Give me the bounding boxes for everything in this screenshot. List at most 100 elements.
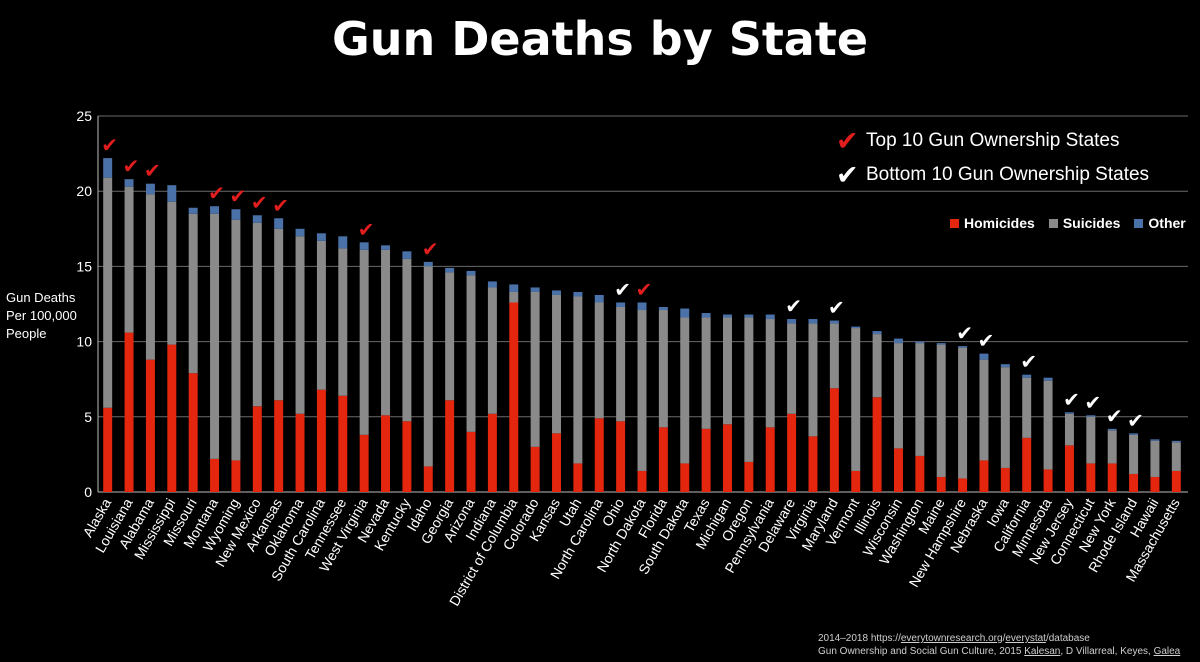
y-tick-label-25: 25 <box>76 108 92 124</box>
bar-other-vermont <box>851 326 861 329</box>
bar-suicides-kansas <box>552 294 561 434</box>
bar-homicides-washington <box>915 455 925 492</box>
bar-other-virginia <box>808 319 818 324</box>
source-author-kalesan: Kalesan <box>1024 646 1061 657</box>
bar-suicides-virginia <box>808 323 818 437</box>
bar-suicides-alaska <box>103 177 113 408</box>
legend-bottom10-ownership: ✔ Bottom 10 Gun Ownership States <box>836 158 1149 192</box>
bar-other-south-dakota <box>680 308 690 318</box>
bar-other-washington <box>915 341 925 344</box>
bar-suicides-nevada <box>381 249 391 416</box>
bar-suicides-north-dakota <box>637 310 647 471</box>
bar-homicides-maine <box>936 476 946 492</box>
bar-homicides-arizona <box>466 431 476 492</box>
bar-other-north-carolina <box>594 294 604 303</box>
bar-other-rhode-island <box>1129 433 1139 435</box>
bar-homicides-missouri <box>188 373 198 492</box>
check-mark-connecticut: ✔ <box>1084 390 1101 414</box>
bar-homicides-ohio <box>616 421 626 492</box>
bar-other-connecticut <box>1086 415 1096 417</box>
bar-other-florida <box>658 307 668 311</box>
check-mark-alaska: ✔ <box>101 133 118 157</box>
bar-homicides-vermont <box>851 470 861 492</box>
bar-homicides-south-dakota <box>680 463 690 492</box>
source-citation: 2014–2018 https://everytownresearch.org/… <box>818 632 1180 658</box>
bar-other-arizona <box>466 270 476 276</box>
bar-other-kansas <box>552 290 561 295</box>
bar-homicides-hawaii <box>1150 476 1160 492</box>
source-paper-title: Gun Ownership and Social Gun Culture, 20… <box>818 646 1025 657</box>
bar-homicides-north-dakota <box>637 470 647 492</box>
bar-homicides-alaska <box>103 407 113 492</box>
y-tick-label-10: 10 <box>76 334 92 350</box>
bar-suicides-ohio <box>616 307 626 422</box>
source-line-1: 2014–2018 https://everytownresearch.org/… <box>818 632 1180 645</box>
check-mark-louisiana: ✔ <box>123 154 140 178</box>
bar-homicides-new-york <box>1107 463 1117 492</box>
bar-other-maine <box>936 343 946 345</box>
bar-other-utah <box>573 291 583 297</box>
bar-suicides-district-of-columbia <box>509 291 519 303</box>
bar-homicides-indiana <box>487 413 497 492</box>
bar-suicides-florida <box>658 310 668 428</box>
bar-homicides-montana <box>210 458 220 492</box>
bar-suicides-new-mexico <box>252 222 262 407</box>
series-legend: Homicides Suicides Other <box>950 215 1186 231</box>
bar-suicides-iowa <box>1000 367 1010 468</box>
bar-suicides-new-hampshire <box>958 347 968 479</box>
bar-homicides-nebraska <box>979 460 989 492</box>
bar-other-hawaii <box>1150 439 1160 441</box>
white-check-icon: ✔ <box>836 159 859 190</box>
bar-other-ohio <box>616 302 626 308</box>
bar-suicides-massachusetts <box>1171 442 1181 471</box>
bar-other-new-jersey <box>1064 412 1074 414</box>
bar-homicides-texas <box>701 428 711 492</box>
bar-suicides-arkansas <box>274 228 284 401</box>
bar-suicides-new-york <box>1107 430 1117 464</box>
y-tick-label-0: 0 <box>84 484 92 500</box>
bar-other-alaska <box>103 158 113 178</box>
bar-other-new-hampshire <box>958 346 968 348</box>
bar-homicides-california <box>1022 437 1032 492</box>
bar-other-michigan <box>723 314 732 318</box>
bar-homicides-south-carolina <box>316 389 326 492</box>
bar-suicides-utah <box>573 296 583 464</box>
bar-other-nevada <box>381 245 391 250</box>
bar-other-georgia <box>445 267 455 273</box>
bar-other-idaho <box>423 261 433 267</box>
bar-suicides-illinois <box>872 334 882 398</box>
bar-other-district-of-columbia <box>509 284 519 292</box>
bar-suicides-washington <box>915 343 925 456</box>
bar-other-delaware <box>787 319 797 324</box>
bar-homicides-alabama <box>145 359 155 492</box>
check-mark-west-virginia: ✔ <box>358 217 375 241</box>
check-mark-delaware: ✔ <box>785 294 802 318</box>
bar-other-pennsylvania <box>765 314 775 320</box>
legend-item-homicides: Homicides <box>950 215 1035 231</box>
check-mark-wyoming: ✔ <box>230 184 247 208</box>
bar-homicides-new-jersey <box>1064 445 1074 492</box>
legend-label-suicides: Suicides <box>1062 215 1121 231</box>
check-mark-new-york: ✔ <box>1106 404 1123 428</box>
bar-homicides-mississippi <box>167 344 177 492</box>
bar-other-west-virginia <box>359 242 369 250</box>
bar-homicides-new-hampshire <box>958 478 968 492</box>
source-link-everystat[interactable]: everystat <box>1005 633 1046 644</box>
bar-suicides-nebraska <box>979 359 989 461</box>
bar-homicides-kentucky <box>402 421 412 492</box>
bar-suicides-georgia <box>445 272 455 401</box>
bar-homicides-louisiana <box>124 332 134 492</box>
source-author-galea: Galea <box>1153 646 1181 657</box>
check-mark-new-hampshire: ✔ <box>956 321 973 345</box>
source-url-sep: / <box>1002 633 1006 644</box>
bar-suicides-alabama <box>145 194 155 360</box>
source-link-everytown[interactable]: everytownresearch.org <box>900 633 1003 644</box>
legend-top10-label: Top 10 Gun Ownership States <box>866 130 1120 151</box>
bar-suicides-california <box>1022 377 1032 438</box>
bar-homicides-rhode-island <box>1129 473 1139 492</box>
bar-homicides-west-virginia <box>359 434 369 492</box>
bar-homicides-maryland <box>829 388 839 492</box>
y-axis-title-line-2: Per 100,000 <box>6 308 77 323</box>
bar-homicides-connecticut <box>1086 463 1096 492</box>
